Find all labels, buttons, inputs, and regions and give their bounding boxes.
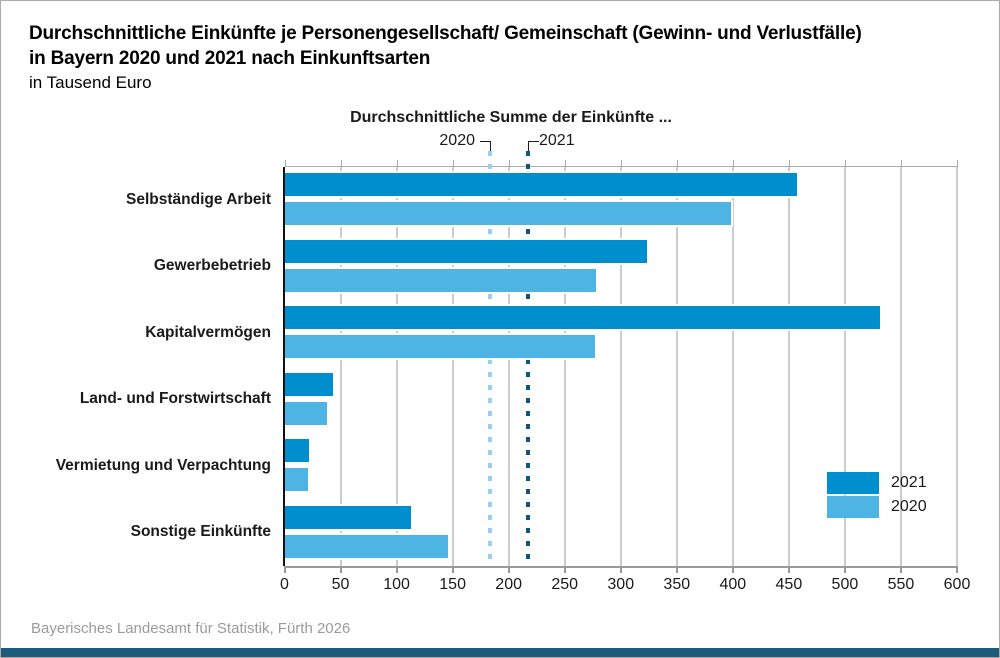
x-tick-450 (787, 566, 790, 573)
bar-2020-1 (282, 200, 733, 227)
y-axis-line (282, 167, 285, 566)
x-tick-150 (451, 566, 454, 573)
top-tick-150 (452, 160, 454, 167)
x-tick-50 (339, 566, 342, 573)
annotation-label-2021: 2021 (539, 132, 575, 149)
bar-2021-4 (282, 370, 335, 398)
category-label: Land- und Forstwirtschaft (79, 390, 271, 407)
title-block: Durchschnittliche Einkünfte je Personeng… (29, 21, 989, 94)
top-tick-600 (957, 160, 958, 167)
gridline-x-50 (339, 167, 342, 566)
x-tick-550 (899, 566, 902, 573)
gridline-x-100 (395, 167, 398, 566)
x-tick-600 (956, 566, 958, 573)
x-tick-label-550: 550 (887, 576, 915, 593)
x-tick-100 (395, 566, 398, 573)
category-label: Selbständige Arbeit (126, 190, 271, 208)
x-tick-label-250: 250 (551, 576, 579, 593)
gridline-x-150 (451, 167, 454, 566)
legend: 2021 2020 (827, 472, 927, 520)
chart-title-line1: Durchschnittliche Einkünfte je Personeng… (29, 23, 862, 44)
bar-2020-3 (282, 333, 597, 360)
legend-swatch-2020 (827, 496, 879, 518)
x-tick-400 (731, 566, 734, 573)
legend-swatch-2021 (827, 472, 879, 494)
x-tick-250 (563, 566, 566, 573)
chart-title-line2: in Bayern 2020 und 2021 nach Einkunftsar… (29, 48, 431, 69)
source-credit: Bayerisches Landesamt für Statistik, Für… (31, 620, 351, 637)
gridline-x-350 (675, 167, 678, 566)
bar-2021-1 (282, 171, 799, 198)
top-tick-100 (396, 160, 398, 167)
annotation-bracket-2021 (528, 141, 539, 154)
bar-2021-2 (282, 237, 649, 265)
bar-2021-6 (282, 503, 414, 531)
bar-2021-3 (282, 304, 882, 331)
category-label: Kapitalvermögen (145, 323, 271, 341)
x-tick-300 (619, 566, 622, 573)
top-tick-450 (788, 160, 790, 167)
legend-item-2021: 2021 (827, 472, 927, 494)
x-tick-label-150: 150 (439, 576, 466, 593)
x-tick-label-200: 200 (495, 576, 522, 593)
x-tick-0 (283, 566, 286, 573)
legend-label-2020: 2020 (891, 498, 927, 515)
top-tick-250 (564, 160, 566, 167)
gridline-x-600 (956, 167, 958, 566)
x-tick-label-600: 600 (943, 576, 971, 593)
annotation-bracket-2020 (480, 141, 491, 154)
x-tick-label-400: 400 (719, 576, 747, 593)
annotation-heading: Durchschnittliche Summe der Einkünfte ..… (350, 109, 672, 126)
legend-label-2021: 2021 (891, 474, 927, 491)
top-tick-50 (340, 160, 342, 167)
gridline-x-500 (843, 167, 846, 566)
gridline-x-450 (787, 167, 790, 566)
x-tick-label-50: 50 (331, 576, 350, 593)
gridline-x-300 (619, 167, 622, 566)
gridline-x-250 (563, 167, 566, 566)
top-tick-300 (620, 160, 622, 167)
category-label: Gewerbebetrieb (153, 257, 271, 274)
annotation-label-2020: 2020 (439, 132, 475, 149)
bar-2020-2 (282, 266, 599, 294)
top-tick-350 (676, 160, 678, 167)
top-tick-500 (844, 160, 846, 167)
bar-2021-5 (282, 437, 312, 464)
x-tick-500 (843, 566, 846, 573)
top-tick-400 (732, 160, 734, 167)
x-tick-label-100: 100 (383, 576, 410, 593)
x-tick-label-450: 450 (775, 576, 803, 593)
top-tick-550 (900, 160, 902, 167)
legend-item-2020: 2020 (827, 496, 927, 518)
x-tick-200 (507, 566, 510, 573)
x-tick-label-350: 350 (663, 576, 691, 593)
category-label: Sonstige Einkünfte (130, 523, 271, 540)
bar-2020-5 (282, 466, 311, 493)
x-tick-label-500: 500 (831, 576, 859, 593)
bottom-accent-strip (1, 648, 999, 657)
gridline-x-400 (731, 167, 734, 566)
gridline-x-550 (899, 167, 902, 566)
bar-2020-4 (282, 399, 330, 427)
category-label: Vermietung und Verpachtung (55, 456, 271, 474)
top-tick-200 (508, 160, 510, 167)
top-tick-0 (284, 160, 286, 167)
x-tick-label-300: 300 (607, 576, 635, 593)
bar-2020-6 (282, 532, 451, 560)
gridline-x-200 (507, 167, 510, 566)
x-tick-350 (675, 566, 678, 573)
x-tick-label-0: 0 (280, 576, 289, 593)
chart-subtitle-unit: in Tausend Euro (29, 73, 152, 92)
